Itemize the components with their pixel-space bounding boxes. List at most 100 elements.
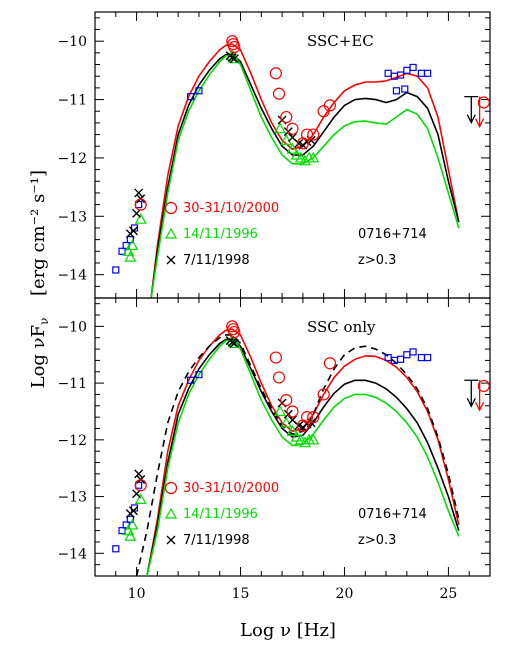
- data-point-square: [187, 376, 195, 384]
- legend-label: 14/11/1996: [183, 227, 258, 242]
- upper-limit-arrow: [475, 96, 485, 129]
- y-tick-label: −13: [57, 209, 87, 225]
- data-point-circle: [228, 40, 241, 54]
- model-curve: [146, 337, 460, 576]
- legend-label: 7/11/1998: [183, 253, 250, 268]
- y-axis-label-group: Log νFν [erg cm⁻² s⁻¹]: [28, 170, 51, 388]
- data-point-circle: [134, 479, 147, 492]
- y-tick-label: −14: [57, 546, 87, 562]
- data-point-cross: [134, 188, 144, 198]
- data-point-square: [403, 351, 411, 359]
- data-point-circle: [269, 351, 282, 364]
- legend-marker-circle: [164, 481, 178, 495]
- data-point-circle: [269, 67, 282, 80]
- source-label: 0716+714: [358, 227, 427, 242]
- y-tick-label: −12: [57, 151, 87, 167]
- data-point-square: [417, 69, 425, 77]
- data-point-triangle: [290, 430, 303, 442]
- data-point-triangle: [286, 425, 299, 436]
- legend-label: 30-31/10/2000: [183, 201, 279, 216]
- data-point-triangle: [126, 239, 139, 251]
- data-point-triangle: [124, 530, 137, 541]
- x-tick-label: 25: [440, 586, 458, 602]
- data-point-circle: [272, 371, 286, 384]
- data-point-cross: [134, 469, 144, 479]
- data-point-square: [397, 355, 405, 363]
- data-point-triangle: [274, 122, 287, 134]
- data-point-square: [401, 85, 409, 93]
- data-point-triangle: [298, 154, 311, 166]
- data-point-circle: [134, 198, 147, 211]
- y-tick-label: −11: [57, 93, 87, 109]
- x-axis-label: Log ν [Hz]: [240, 620, 336, 641]
- legend-label: 30-31/10/2000: [183, 481, 279, 496]
- data-point-cross: [128, 226, 138, 236]
- model-curve: [150, 43, 460, 298]
- data-point-triangle: [286, 142, 299, 154]
- panel-label: SSC only: [307, 318, 376, 336]
- legend-marker-cross: [166, 535, 176, 545]
- data-point-triangle: [307, 151, 320, 163]
- data-point-cross: [128, 506, 138, 516]
- data-point-cross: [229, 54, 239, 64]
- data-point-circle: [307, 128, 320, 141]
- y-tick-label: −11: [57, 376, 87, 392]
- y-axis-units: [erg cm⁻² s⁻¹]: [28, 170, 49, 296]
- data-point-circle: [280, 394, 293, 407]
- redshift-label: z>0.3: [358, 253, 396, 268]
- y-axis-label-subscript: ν: [37, 318, 51, 325]
- data-point-circle: [300, 411, 314, 424]
- model-curve: [135, 334, 460, 576]
- legend-marker-circle: [164, 201, 178, 215]
- data-point-square: [384, 69, 392, 77]
- svg-text:Log νFν: Log νFν: [28, 318, 51, 389]
- data-point-cross: [132, 208, 142, 218]
- data-point-circle: [286, 405, 299, 418]
- data-point-triangle: [126, 518, 139, 530]
- data-point-square: [403, 66, 411, 74]
- data-point-square: [187, 93, 195, 101]
- redshift-label: z>0.3: [358, 533, 396, 548]
- data-point-triangle: [280, 134, 293, 146]
- data-point-square: [195, 370, 203, 379]
- data-point-square: [409, 348, 417, 356]
- data-point-triangle: [280, 416, 293, 428]
- y-tick-label: −12: [57, 433, 87, 449]
- data-point-circle: [286, 122, 299, 135]
- y-tick-label: −14: [57, 268, 87, 284]
- y-axis-label: Log νF: [28, 325, 49, 388]
- plot-frame: [94, 297, 491, 577]
- data-point-triangle: [290, 148, 303, 160]
- data-point-square: [417, 353, 425, 362]
- legend-marker-triangle: [164, 227, 178, 239]
- panel-ssc-ec: −10 −11 −12 −13 −14 SSC+EC 30-31/10/2000 14/11/…: [57, 11, 491, 299]
- data-point-triangle: [298, 436, 311, 448]
- data-point-triangle: [307, 433, 320, 445]
- legend-label: 14/11/1996: [183, 507, 258, 522]
- upper-limit-arrow: [475, 380, 485, 412]
- data-point-circle: [272, 87, 286, 100]
- y-tick-label: −10: [57, 319, 87, 335]
- x-tick-label: 15: [232, 586, 250, 602]
- data-point-square: [424, 69, 432, 77]
- panel-label: SSC+EC: [307, 32, 374, 50]
- data-point-triangle: [294, 433, 307, 445]
- data-point-square: [424, 353, 432, 362]
- data-point-circle: [280, 110, 293, 124]
- data-point-circle: [307, 411, 320, 424]
- data-point-triangle: [274, 405, 287, 417]
- data-point-cross: [229, 338, 239, 348]
- data-point-circle: [300, 128, 314, 141]
- data-point-square: [397, 71, 405, 79]
- model-curve: [146, 328, 460, 576]
- legend-marker-triangle: [164, 507, 178, 519]
- data-point-square: [126, 515, 134, 523]
- data-point-circle: [323, 99, 337, 112]
- x-tick-label: 20: [336, 586, 354, 602]
- data-point-circle: [317, 388, 330, 401]
- data-point-circle: [228, 325, 241, 339]
- data-point-square: [392, 87, 401, 95]
- upper-limit-arrow: [464, 379, 479, 408]
- legend-label: 7/11/1998: [183, 533, 250, 548]
